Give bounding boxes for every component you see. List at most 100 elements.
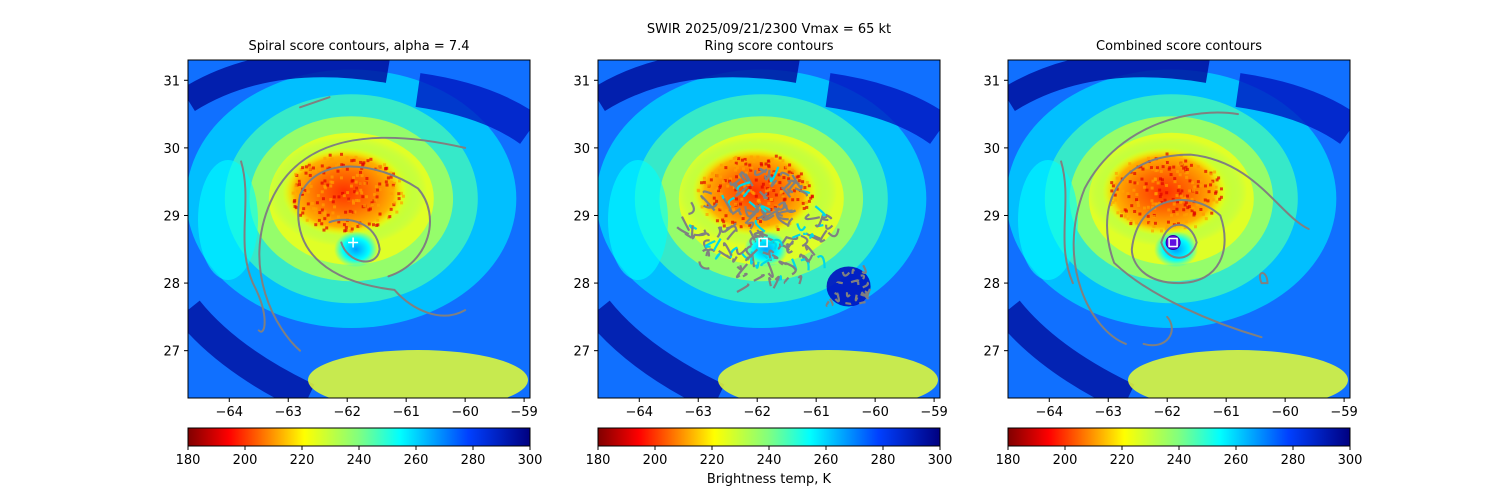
colorbar-tick-label: 260 bbox=[1224, 453, 1249, 468]
texture-pixel bbox=[700, 205, 704, 209]
texture-pixel bbox=[1126, 179, 1130, 183]
score-contour bbox=[769, 166, 780, 183]
texture-pixel bbox=[799, 172, 803, 176]
texture-pixel bbox=[1188, 179, 1192, 183]
texture-pixel bbox=[709, 178, 713, 182]
texture-pixel bbox=[1121, 189, 1125, 193]
score-contour bbox=[800, 234, 809, 248]
texture-pixel bbox=[1168, 166, 1172, 170]
texture-pixel bbox=[389, 207, 393, 211]
axes-frame bbox=[1007, 59, 1351, 399]
y-tick-label: 31 bbox=[573, 74, 590, 89]
texture-pixel bbox=[1176, 170, 1180, 174]
score-contour bbox=[827, 228, 840, 238]
score-contour bbox=[854, 294, 859, 302]
texture-pixel bbox=[1176, 200, 1180, 204]
texture-pixel bbox=[802, 207, 806, 211]
texture-pixel bbox=[378, 182, 382, 186]
cloud-patch bbox=[308, 350, 528, 398]
texture-pixel bbox=[748, 185, 752, 189]
panel-0: −64 −63 −62 −61 −60 −59 27 28 29 30 31 180 200 220 240… bbox=[163, 59, 542, 468]
y-tick-label: 28 bbox=[983, 277, 1000, 292]
ir-image bbox=[598, 60, 940, 398]
score-contour bbox=[1072, 111, 1239, 345]
texture-pixel bbox=[735, 166, 739, 170]
texture-pixel bbox=[401, 194, 405, 198]
texture-pixel bbox=[300, 192, 304, 196]
texture-pixel bbox=[739, 225, 743, 229]
texture-pixel bbox=[1179, 194, 1183, 198]
texture-pixel bbox=[772, 212, 776, 216]
score-contour bbox=[1142, 315, 1173, 347]
texture-pixel bbox=[1160, 200, 1164, 204]
score-contour bbox=[782, 179, 792, 191]
texture-pixel bbox=[293, 204, 297, 208]
texture-pixel bbox=[773, 205, 777, 209]
score-contour bbox=[676, 226, 690, 236]
texture-pixel bbox=[395, 210, 399, 214]
texture-pixel bbox=[719, 192, 723, 196]
texture-pixel bbox=[1155, 166, 1159, 170]
texture-pixel bbox=[742, 223, 746, 227]
x-tick-label: −60 bbox=[1271, 405, 1298, 420]
score-contour bbox=[763, 209, 778, 220]
x-tick-label: −63 bbox=[685, 405, 712, 420]
texture-pixel bbox=[320, 208, 324, 212]
x-tick-label: −60 bbox=[451, 405, 478, 420]
texture-pixel bbox=[1191, 188, 1195, 192]
texture-pixel bbox=[371, 223, 375, 227]
texture-pixel bbox=[348, 209, 352, 213]
x-tick-label: −63 bbox=[275, 405, 302, 420]
score-contour bbox=[773, 203, 786, 211]
texture-pixel bbox=[358, 182, 362, 186]
score-contour bbox=[1060, 160, 1074, 285]
texture-pixel bbox=[341, 191, 345, 195]
texture-pixel bbox=[1133, 181, 1137, 185]
cloud-patch bbox=[608, 160, 668, 280]
texture-pixel bbox=[344, 225, 348, 229]
score-contour bbox=[718, 250, 732, 260]
texture-pixel bbox=[1184, 219, 1188, 223]
score-contour bbox=[851, 268, 855, 274]
texture-pixel bbox=[336, 169, 340, 173]
texture-pixel bbox=[801, 201, 805, 205]
texture-pixel bbox=[790, 170, 794, 174]
score-contour bbox=[841, 271, 851, 277]
panel-1: −64 −63 −62 −61 −60 −59 27 28 29 30 31 180 200 220 240… bbox=[573, 59, 952, 468]
texture-pixel bbox=[391, 172, 395, 176]
score-contour bbox=[722, 242, 733, 257]
texture-pixel bbox=[1188, 189, 1192, 193]
texture-pixel bbox=[308, 173, 312, 177]
texture-pixel bbox=[1114, 171, 1118, 175]
score-contour bbox=[756, 229, 769, 238]
texture-pixel bbox=[1189, 163, 1193, 167]
texture-pixel bbox=[1184, 165, 1188, 169]
texture-pixel bbox=[712, 176, 716, 180]
texture-pixel bbox=[734, 155, 738, 159]
texture-pixel bbox=[335, 164, 339, 168]
texture-pixel bbox=[723, 179, 727, 183]
texture-pixel bbox=[299, 213, 303, 217]
texture-pixel bbox=[1126, 217, 1130, 221]
texture-pixel bbox=[1210, 211, 1214, 215]
cloud-patch bbox=[198, 160, 258, 280]
score-contour bbox=[297, 165, 467, 317]
texture-pixel bbox=[322, 228, 326, 232]
texture-pixel bbox=[705, 212, 709, 216]
texture-pixel bbox=[1182, 208, 1186, 212]
texture-pixel bbox=[1214, 185, 1218, 189]
texture-pixel bbox=[1187, 205, 1191, 209]
cloud-patch bbox=[1128, 350, 1348, 398]
texture-pixel bbox=[376, 218, 380, 222]
axes-frame bbox=[597, 59, 941, 399]
texture-pixel bbox=[1116, 211, 1120, 215]
axes-frame bbox=[187, 59, 531, 399]
texture-pixel bbox=[1175, 194, 1179, 198]
colorbar-tick-label: 200 bbox=[1053, 453, 1078, 468]
texture-pixel bbox=[314, 223, 318, 227]
texture-pixel bbox=[359, 188, 363, 192]
texture-pixel bbox=[376, 188, 380, 192]
score-contour bbox=[691, 225, 696, 240]
texture-pixel bbox=[1120, 209, 1124, 213]
